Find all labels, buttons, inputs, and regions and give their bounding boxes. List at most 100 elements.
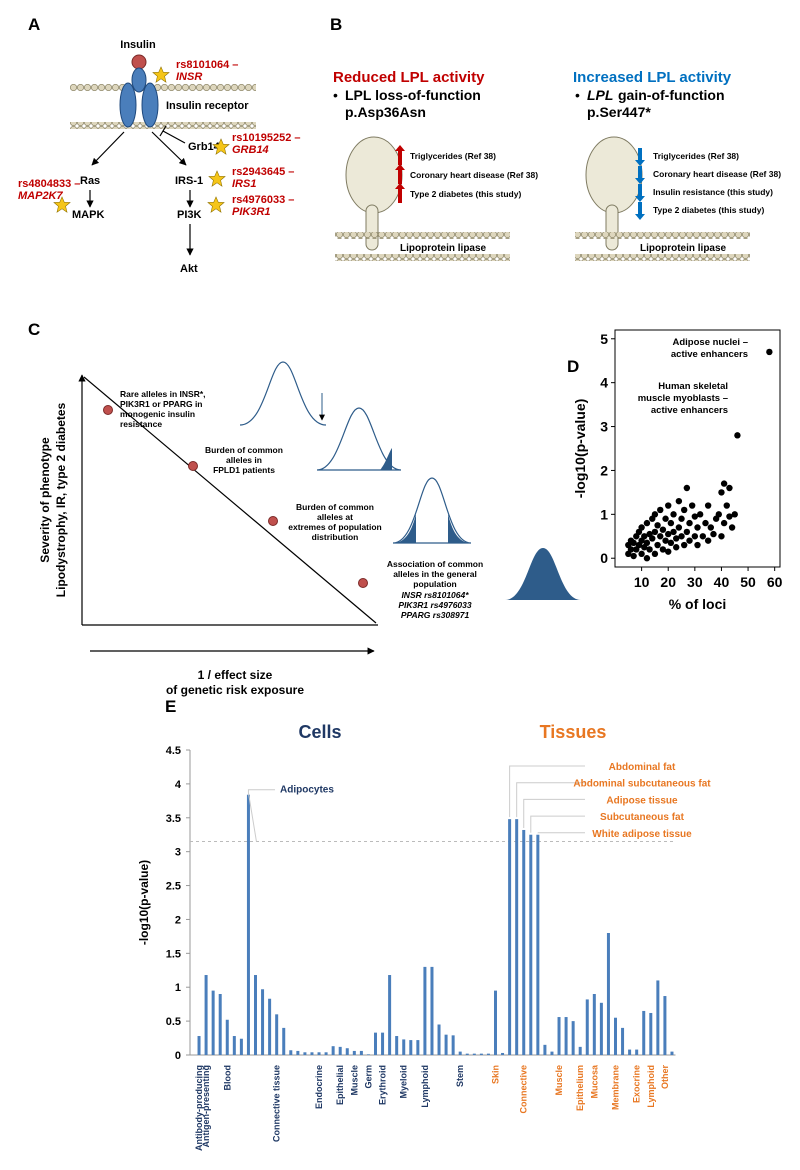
panel-b: B Reduced LPL activity • LPL loss-of-fun…: [330, 15, 781, 261]
snp: rs4804833 –: [18, 178, 80, 190]
bar: [246, 794, 250, 1055]
category-label: Myeloid: [399, 1065, 409, 1099]
dot: [188, 461, 198, 471]
bar: [486, 1053, 490, 1055]
bar: [381, 1032, 385, 1055]
point: [651, 528, 659, 536]
bar: [437, 1024, 441, 1055]
star: [208, 170, 226, 187]
bar: [352, 1050, 356, 1055]
bar: [261, 989, 265, 1055]
lipase-diagram: [575, 136, 750, 261]
gene: LPL: [587, 87, 613, 103]
panel-label: B: [330, 15, 342, 34]
snp: rs4976033 –: [232, 194, 294, 206]
annotation: Adipocytes: [280, 785, 334, 796]
note: FPLD1 patients: [213, 465, 275, 475]
bar: [303, 1052, 307, 1055]
point: [726, 513, 733, 520]
bar: [232, 1036, 236, 1055]
annotation: White adipose tissue: [592, 829, 692, 840]
bar: [585, 999, 589, 1055]
point: [638, 550, 645, 558]
point: [649, 535, 656, 542]
point: [731, 511, 738, 518]
point: [643, 519, 651, 527]
x-tick-label: 10: [634, 574, 650, 590]
bar: [670, 1051, 674, 1055]
panel-label: D: [567, 357, 579, 376]
snp: rs10195252 –: [232, 132, 301, 144]
category-label: Blood: [222, 1065, 232, 1091]
label: Akt: [180, 263, 198, 275]
point: [654, 522, 661, 529]
point: [654, 541, 661, 549]
variant: gain-of-function: [618, 87, 725, 103]
point: [718, 489, 725, 496]
inhibition: [159, 125, 186, 144]
bar: [345, 1048, 349, 1055]
leader: [247, 789, 275, 842]
x-axis-label: % of loci: [669, 596, 727, 612]
bar: [621, 1027, 625, 1055]
point: [683, 528, 691, 536]
bar: [508, 819, 512, 1055]
point: [630, 539, 637, 547]
point: [657, 506, 664, 514]
point: [688, 502, 696, 509]
bar: [275, 1014, 279, 1055]
note: alleles at: [317, 512, 353, 522]
point: [734, 432, 741, 439]
point: [670, 511, 677, 518]
y-tick-label: 2: [175, 914, 181, 926]
point: [720, 480, 728, 487]
dot: [268, 516, 278, 526]
category-label: Endocrine: [314, 1065, 324, 1109]
note: Burden of common: [205, 445, 283, 455]
y-tick-label: 1.5: [166, 948, 181, 960]
category-label: Antibody-producing: [194, 1065, 204, 1151]
point: [683, 484, 691, 492]
category-label: Stem: [455, 1065, 465, 1087]
point: [696, 511, 704, 518]
annotation: Adipose nuclei –: [673, 337, 749, 348]
bar: [599, 1002, 603, 1055]
bar: [197, 1036, 201, 1055]
note: extremes of population: [288, 522, 382, 532]
bar: [317, 1052, 321, 1055]
gene: MAP2K7: [18, 190, 64, 202]
bar: [395, 1036, 399, 1055]
bar: [472, 1053, 476, 1055]
point: [678, 533, 685, 540]
point: [680, 541, 688, 549]
annotation: Abdominal fat: [609, 762, 676, 773]
bar: [218, 994, 222, 1055]
gene: PIK3R1: [232, 206, 271, 218]
point: [662, 537, 669, 544]
category-label: Other: [660, 1065, 670, 1090]
bar: [204, 975, 208, 1055]
note: alleles in the general: [393, 569, 477, 579]
note: Burden of common: [296, 502, 374, 512]
x-tick-label: 20: [660, 574, 676, 590]
note: PPARG rs308971: [401, 610, 470, 620]
point: [678, 515, 685, 522]
bar: [536, 834, 540, 1055]
bar: [409, 1040, 413, 1055]
bar: [628, 1049, 632, 1055]
point: [651, 511, 659, 518]
leader: [523, 798, 585, 828]
y-tick-label: 3: [600, 419, 608, 435]
panel-label: E: [165, 697, 176, 716]
bar: [296, 1050, 300, 1055]
effect: Triglycerides (Ref 38): [653, 151, 739, 161]
note: Rare alleles in INSR*,: [120, 389, 206, 399]
point: [667, 519, 675, 527]
point: [710, 530, 717, 538]
point: [699, 533, 707, 540]
point: [704, 502, 712, 509]
point: [702, 519, 709, 527]
axis-label: of genetic risk exposure: [166, 683, 304, 697]
note: resistance: [120, 419, 162, 429]
x-tick-label: 50: [740, 574, 756, 590]
